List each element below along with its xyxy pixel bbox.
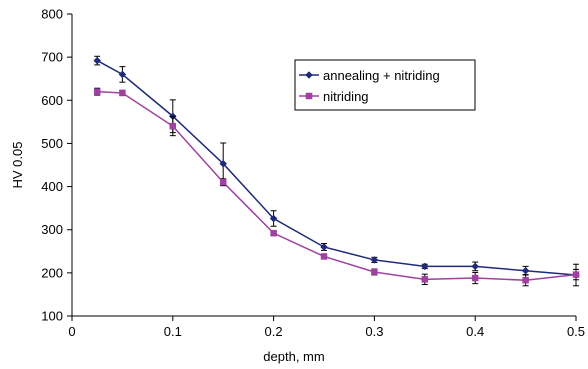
legend-label: nitriding (323, 89, 369, 104)
data-point (118, 70, 127, 79)
y-tick-label: 800 (41, 7, 63, 22)
data-point (269, 214, 278, 223)
series-nitriding (93, 87, 580, 287)
x-tick-label: 0.1 (164, 324, 182, 339)
x-axis-title: depth, mm (263, 349, 324, 364)
y-tick-label: 100 (41, 309, 63, 324)
x-tick-label: 0.4 (466, 324, 484, 339)
data-point (219, 159, 228, 168)
x-tick-label: 0.3 (365, 324, 383, 339)
legend-label: annealing + nitriding (323, 68, 440, 83)
x-tick-label: 0.2 (265, 324, 283, 339)
data-point (320, 253, 328, 260)
data-point (119, 89, 126, 97)
legend-swatch-marker (305, 92, 313, 100)
legend-swatch-marker (305, 71, 313, 79)
data-point (522, 276, 529, 284)
y-axis-title: HV 0.05 (10, 142, 25, 189)
data-point (219, 179, 227, 186)
legend-box (294, 59, 476, 111)
data-point (572, 271, 580, 278)
y-tick-label: 400 (41, 179, 63, 194)
y-tick-label: 500 (41, 136, 63, 151)
legend: annealing + nitriding nitriding (294, 59, 476, 111)
x-tick-label: 0 (68, 324, 75, 339)
y-tick-label: 600 (41, 93, 63, 108)
data-point (93, 56, 102, 65)
data-point (93, 88, 101, 95)
data-point (471, 274, 479, 282)
y-tick-label: 200 (41, 265, 63, 280)
data-point (270, 229, 277, 237)
data-point (421, 276, 429, 283)
x-tick-label: 0.5 (567, 324, 585, 339)
data-point (320, 243, 328, 251)
data-point (370, 256, 379, 264)
data-point (521, 266, 530, 275)
y-tick-label: 700 (41, 50, 63, 65)
y-tick-label: 300 (41, 222, 63, 237)
data-point (371, 268, 378, 276)
data-point (471, 262, 480, 271)
data-point (169, 122, 177, 130)
data-point (420, 262, 429, 271)
plot-area (93, 55, 580, 287)
series-line (97, 90, 577, 281)
axes: 100 200 300 400 500 600 700 800 0 0.1 0.2 0.3 0.4 0.5 (41, 7, 585, 340)
